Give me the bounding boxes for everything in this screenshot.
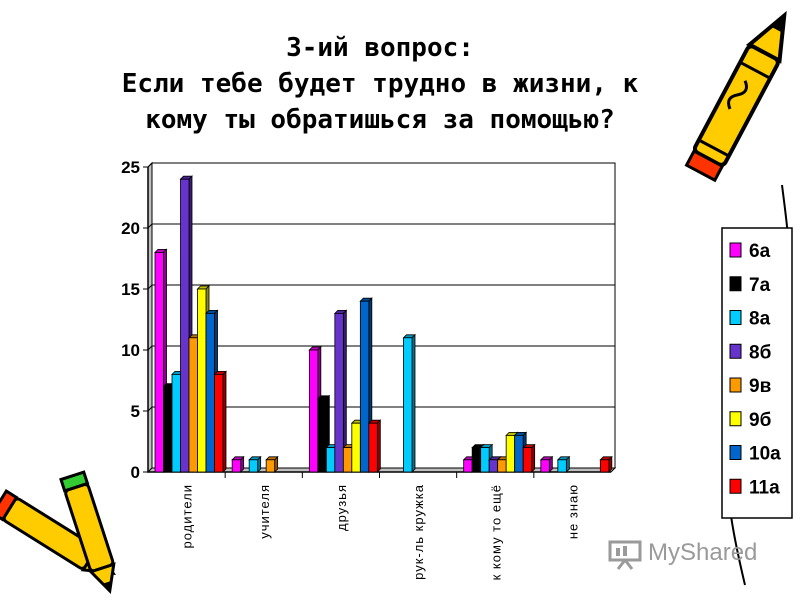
- legend-swatch: [729, 242, 742, 258]
- bar-front: [188, 337, 198, 473]
- bar-front: [471, 447, 482, 473]
- x-category-label: не знаю: [565, 484, 580, 539]
- title-line: 3-ий вопрос:: [286, 33, 474, 63]
- bar-side: [531, 443, 536, 473]
- bar-front: [308, 349, 319, 473]
- legend-swatch: [729, 343, 742, 359]
- y-tick-label: 10: [121, 341, 140, 360]
- bar-front: [325, 447, 336, 473]
- bar-front: [248, 459, 259, 473]
- back-wall: [151, 162, 616, 469]
- bar: [402, 333, 416, 473]
- legend-label: 9в: [749, 376, 771, 397]
- bar-front: [231, 459, 242, 473]
- legend-label: 8а: [749, 309, 771, 330]
- bar-front: [497, 459, 507, 473]
- bar-front: [334, 312, 344, 473]
- legend-swatch: [729, 276, 742, 292]
- x-category-label: рук-ль кружка: [411, 484, 426, 580]
- presentation-board-icon: [608, 540, 642, 570]
- crayons-icon: [0, 470, 116, 595]
- bar-side: [240, 455, 245, 473]
- bar-front: [540, 459, 550, 473]
- bar-front: [205, 312, 215, 473]
- bar: [539, 455, 554, 473]
- x-category-label: родители: [180, 484, 195, 548]
- bar-side: [608, 455, 613, 473]
- bar: [265, 455, 279, 473]
- bar-front: [197, 288, 207, 473]
- bar: [367, 419, 382, 473]
- bar-side: [257, 455, 262, 473]
- bar-front: [359, 300, 370, 473]
- y-tick-label: 5: [131, 402, 140, 421]
- bar-front: [317, 398, 327, 473]
- bar-front: [514, 434, 524, 473]
- gridline: [147, 162, 153, 168]
- legend-label: 8б: [749, 342, 771, 363]
- bar-side: [565, 455, 570, 473]
- legend-swatch: [729, 411, 742, 427]
- legend-swatch: [729, 377, 742, 393]
- bar-front: [599, 459, 610, 473]
- legend-swatch: [729, 445, 742, 460]
- bar-front: [403, 337, 413, 473]
- bar-front: [368, 422, 378, 473]
- legend-label: 11а: [749, 477, 780, 498]
- bar-front: [180, 178, 190, 473]
- x-category-label: к кому то ещё: [488, 484, 503, 580]
- y-tick-label: 20: [121, 219, 140, 238]
- legend-label: 6а: [749, 241, 771, 262]
- bar-side: [274, 455, 279, 473]
- bar: [248, 455, 262, 473]
- y-tick-label: 0: [131, 463, 140, 482]
- bar-front: [171, 373, 181, 473]
- bar-front: [522, 447, 533, 473]
- title-line: кому ты обратишься за помощью?: [145, 105, 615, 135]
- bar-front: [214, 373, 224, 473]
- title-line: Если тебе будет трудно в жизни, к: [121, 69, 639, 99]
- bar: [556, 455, 571, 473]
- bar: [599, 455, 613, 473]
- bar-side: [376, 419, 381, 473]
- bar: [522, 443, 536, 473]
- bar-front: [505, 434, 516, 473]
- bar-front: [342, 447, 353, 473]
- watermark: MyShared: [608, 537, 778, 571]
- legend-swatch: [729, 310, 742, 325]
- bar-side: [222, 370, 227, 473]
- pencil-icon: [684, 10, 787, 183]
- watermark-text: MyShared: [648, 539, 758, 566]
- bar: [213, 370, 227, 473]
- bar-front: [480, 447, 490, 473]
- bar-front: [265, 459, 276, 473]
- bar-front: [463, 459, 473, 473]
- bar-side: [411, 333, 416, 473]
- legend-box: [721, 227, 793, 519]
- y-tick-label: 25: [121, 158, 140, 177]
- bar-front: [163, 386, 173, 473]
- legend-label: 9б: [749, 410, 771, 431]
- legend-label: 10а: [749, 444, 781, 465]
- bar-front: [154, 251, 164, 473]
- slide-title: 3-ий вопрос: Если тебе будет трудно в жи…: [40, 30, 720, 138]
- bar-front: [351, 422, 361, 473]
- x-category-label: учителя: [257, 484, 272, 539]
- bar-front: [488, 459, 499, 473]
- legend-label: 7а: [749, 275, 771, 296]
- bar: [231, 455, 245, 473]
- x-category-label: друзья: [334, 484, 349, 531]
- bar-side: [548, 455, 553, 473]
- legend-swatch: [729, 478, 742, 494]
- bar-front: [557, 459, 567, 473]
- y-tick-label: 15: [121, 280, 140, 299]
